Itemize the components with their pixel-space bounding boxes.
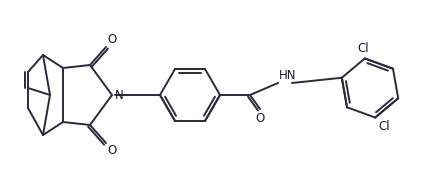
Text: N: N (115, 88, 124, 101)
Text: O: O (107, 33, 116, 46)
Text: HN: HN (279, 69, 296, 82)
Text: O: O (107, 144, 116, 157)
Text: Cl: Cl (378, 120, 390, 133)
Text: Cl: Cl (357, 42, 368, 55)
Text: O: O (255, 112, 265, 125)
